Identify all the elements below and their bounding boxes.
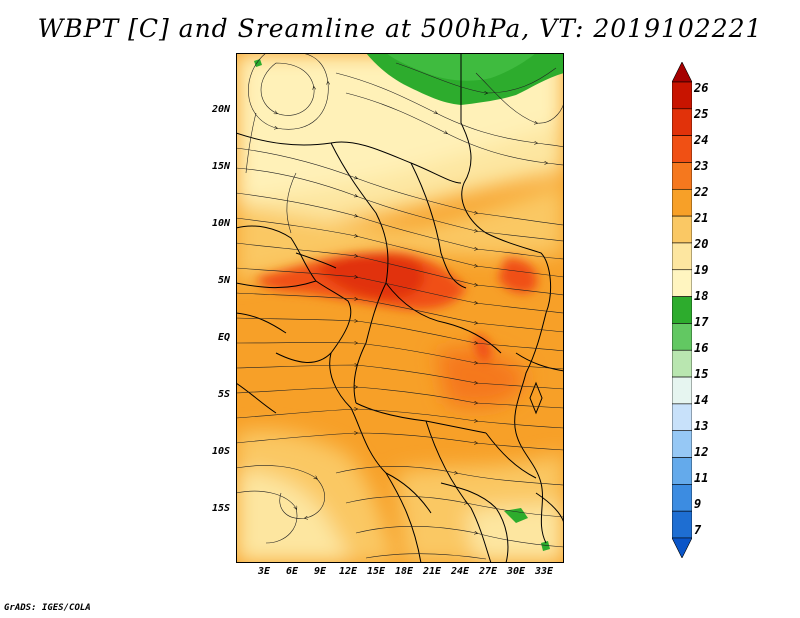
colorbar-segment (672, 242, 692, 271)
colorbar-segment (672, 296, 692, 324)
colorbar-segment (672, 269, 692, 297)
colorbar-segment (672, 188, 692, 217)
colorbar-segment (672, 457, 692, 485)
x-tick-label: 18E (394, 566, 414, 577)
map-frame (236, 53, 564, 563)
colorbar-segment (672, 430, 692, 458)
x-tick-label: 12E (338, 566, 358, 577)
colorbar-label: 12 (694, 445, 709, 459)
map-panel (236, 53, 564, 563)
colorbar (672, 62, 692, 558)
x-tick-label: 27E (478, 566, 498, 577)
y-tick-label: 10S (211, 446, 230, 457)
colorbar-segment (672, 62, 692, 83)
y-tick-label: 5S (217, 389, 230, 400)
x-tick-label: 9E (313, 566, 327, 577)
colorbar-label: 23 (694, 159, 709, 173)
x-tick-label: 21E (422, 566, 442, 577)
y-tick-label: 20N (211, 104, 230, 115)
colorbar-label: 17 (694, 315, 709, 329)
colorbar-segment (672, 81, 692, 110)
colorbar-label: 16 (694, 341, 709, 355)
y-tick-label: EQ (217, 332, 230, 343)
streamlines (236, 53, 564, 560)
colorbar-label: 22 (694, 185, 709, 199)
colorbar-segment (672, 215, 692, 244)
x-tick-label: 33E (534, 566, 554, 577)
colorbar-label: 7 (694, 523, 702, 537)
colorbar-label: 20 (694, 237, 709, 251)
colorbar-label: 21 (694, 211, 709, 225)
colorbar-segment (672, 376, 692, 405)
y-tick-label: 5N (217, 275, 230, 286)
y-tick-label: 15S (211, 503, 230, 514)
colorbar-label: 18 (694, 289, 709, 303)
colorbar-segment (672, 537, 692, 558)
colorbar-label: 13 (694, 419, 709, 433)
y-tick-label: 15N (211, 161, 230, 172)
colorbar-segment (672, 108, 692, 136)
x-tick-label: 15E (366, 566, 386, 577)
colorbar-label: 14 (694, 393, 709, 407)
colorbar-label: 15 (694, 367, 709, 381)
x-tick-label: 6E (285, 566, 299, 577)
colorbar-label: 19 (694, 263, 709, 277)
colorbar-segment (672, 349, 692, 378)
colorbar-segment (672, 510, 692, 539)
colorbar-segment (672, 484, 692, 512)
y-tick-label: 10N (211, 218, 230, 229)
credit-text: GrADS: IGES/COLA (4, 603, 91, 613)
x-tick-label: 24E (450, 566, 470, 577)
colorbar-label: 24 (694, 133, 709, 147)
colorbar-segment (672, 135, 692, 163)
colorbar-segment (672, 323, 692, 351)
colorbar-label: 25 (694, 107, 709, 121)
colorbar-segment (672, 162, 692, 190)
x-tick-label: 3E (257, 566, 271, 577)
chart-title: WBPT [C] and Sreamline at 500hPa, VT: 20… (37, 14, 763, 43)
colorbar-segment (672, 403, 692, 432)
colorbar-label: 11 (694, 471, 709, 485)
colorbar-label: 26 (694, 81, 709, 95)
colorbar-label: 9 (694, 497, 702, 511)
x-tick-label: 30E (506, 566, 526, 577)
